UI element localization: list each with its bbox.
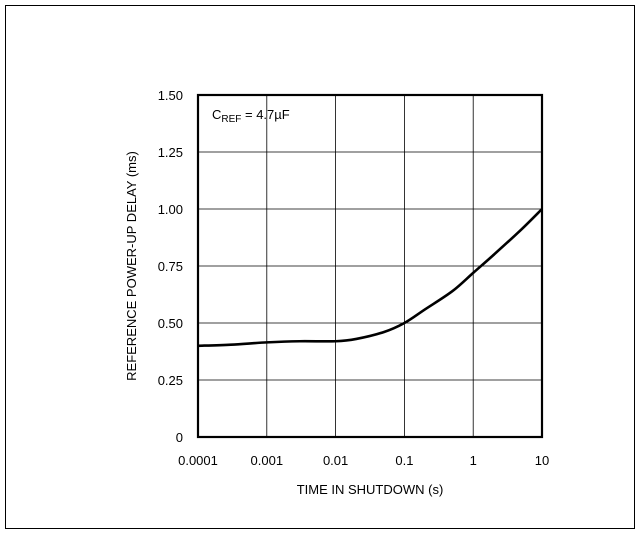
y-tick-labels: 0 0.25 0.50 0.75 1.00 1.25 1.50 <box>158 88 183 445</box>
y-tick-label-6: 1.50 <box>158 88 183 103</box>
cref-subscript: REF <box>221 114 241 125</box>
y-tick-label-3: 0.75 <box>158 259 183 274</box>
y-tick-label-4: 1.00 <box>158 202 183 217</box>
x-tick-label-1: 0.001 <box>251 453 284 468</box>
y-tick-label-0: 0 <box>176 430 183 445</box>
plot-area-border <box>196 93 544 439</box>
cref-annotation: CREF = 4.7µF <box>212 107 290 125</box>
cref-value: = 4.7µF <box>241 107 289 122</box>
x-tick-label-2: 0.01 <box>323 453 348 468</box>
y-tick-label-2: 0.50 <box>158 316 183 331</box>
x-tick-labels: 0.0001 0.001 0.01 0.1 1 10 <box>178 453 549 468</box>
y-tick-label-5: 1.25 <box>158 145 183 160</box>
series-line-0 <box>197 208 543 348</box>
x-tick-label-0: 0.0001 <box>178 453 218 468</box>
figure-frame <box>5 5 635 529</box>
x-tick-label-5: 10 <box>535 453 549 468</box>
x-tick-label-3: 0.1 <box>395 453 413 468</box>
cref-prefix: C <box>212 107 221 122</box>
grid <box>197 94 543 438</box>
y-tick-label-1: 0.25 <box>158 373 183 388</box>
x-axis-label: TIME IN SHUTDOWN (s) <box>297 482 444 497</box>
x-tick-label-4: 1 <box>470 453 477 468</box>
y-axis-label: REFERENCE POWER-UP DELAY (ms) <box>124 151 139 381</box>
series-group <box>197 208 543 348</box>
